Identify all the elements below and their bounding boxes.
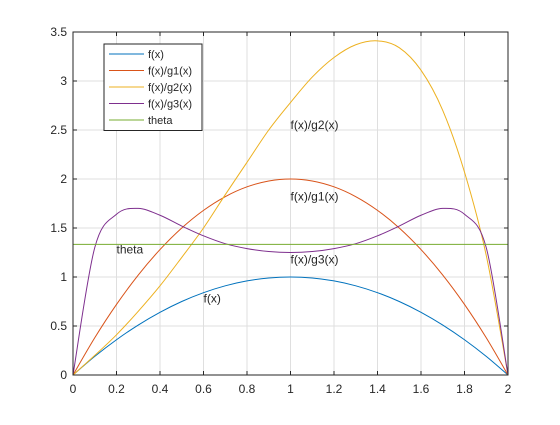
annotation-label: f(x): [204, 292, 221, 306]
legend-label-0: f(x): [148, 49, 164, 61]
y-tick-label: 2: [60, 172, 67, 186]
x-tick-label: 0: [70, 382, 77, 396]
y-tick-label: 3.5: [50, 25, 67, 39]
annotation-label: f(x)/g3(x): [291, 252, 339, 266]
x-tick-label: 0.6: [195, 382, 212, 396]
legend: f(x) f(x)/g1(x) f(x)/g2(x) f(x)/g3(x) theta: [103, 43, 203, 131]
x-tick-label: 0.8: [239, 382, 256, 396]
x-tick-label: 1.4: [369, 382, 386, 396]
x-tick-label: 1: [287, 382, 294, 396]
plot-area: [72, 40, 509, 376]
x-axis-ticks: 0 0.2 0.4 0.6 0.8 1 1.2 1.4 1.6 1.8 2: [70, 32, 512, 396]
x-tick-label: 1.6: [413, 382, 430, 396]
x-tick-label: 1.8: [456, 382, 473, 396]
legend-label-4: theta: [148, 115, 173, 127]
legend-label-3: f(x)/g3(x): [148, 99, 192, 111]
series-line-3: [72, 207, 509, 376]
annotation-label: f(x)/g2(x): [291, 118, 339, 132]
annotation-label: f(x)/g1(x): [291, 190, 339, 204]
x-tick-label: 2: [505, 382, 512, 396]
series-line-1: [72, 178, 509, 376]
series-line-0: [72, 276, 509, 376]
y-tick-label: 1.5: [50, 221, 67, 235]
y-tick-label: 2.5: [50, 123, 67, 137]
x-tick-label: 1.2: [326, 382, 343, 396]
legend-label-1: f(x)/g1(x): [148, 66, 192, 78]
y-tick-label: 1: [60, 270, 67, 284]
x-tick-label: 0.2: [108, 382, 125, 396]
x-tick-label: 0.4: [152, 382, 169, 396]
legend-label-2: f(x)/g2(x): [148, 82, 192, 94]
annotations: f(x)/g2(x) f(x)/g1(x) theta f(x)/g3(x) f(x): [117, 118, 339, 305]
annotation-label: theta: [117, 243, 144, 257]
y-tick-label: 3: [60, 74, 67, 88]
series-line-2: [72, 40, 509, 376]
y-axis-ticks: 0 0.5 1 1.5 2 2.5 3 3.5: [50, 25, 508, 382]
y-tick-label: 0.5: [50, 319, 67, 333]
y-tick-label: 0: [60, 368, 67, 382]
